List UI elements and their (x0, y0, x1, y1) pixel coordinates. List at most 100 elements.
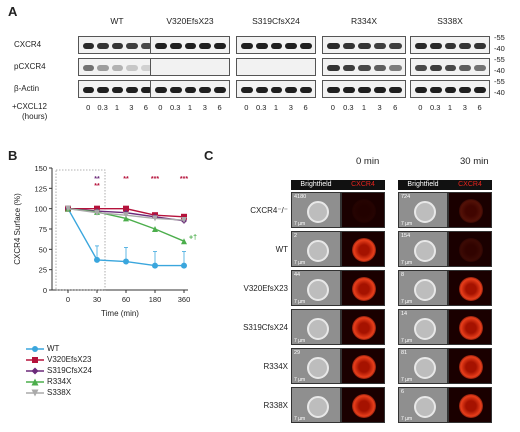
time-tick-label: 0 (244, 103, 249, 112)
scale-bar: 7 µm (401, 260, 413, 266)
x-tick-label: 30 (93, 295, 101, 304)
cell-outline (307, 357, 329, 379)
blot-band (270, 87, 283, 93)
blot-image (410, 36, 490, 54)
cxcr4-fluorescence-image (341, 270, 385, 306)
blot-band (429, 43, 442, 49)
blot-band (327, 87, 340, 93)
cxcr4-signal (352, 394, 376, 418)
y-tick-label: 0 (43, 286, 47, 295)
time-tick-label: 0.3 (255, 103, 267, 112)
y-tick-label: 50 (39, 245, 47, 254)
event-count: 14 (401, 311, 408, 317)
significance-label: *** (180, 176, 188, 183)
brightfield-image: 14 7 µm (398, 309, 448, 345)
blot-band (140, 43, 152, 49)
cxcr4-signal (352, 277, 376, 301)
event-count: 6 (401, 389, 405, 395)
blot-band (97, 87, 109, 93)
blot-band (214, 43, 226, 49)
y-axis-label: CXCR4 Surface (%) (13, 193, 22, 265)
blot-band (389, 43, 402, 49)
blot-row-label: pCXCR4 (14, 62, 46, 71)
scale-bar: 7 µm (294, 416, 306, 422)
time-header: 0 min (356, 156, 380, 167)
blot-band (342, 87, 356, 93)
blot-image (150, 58, 230, 76)
cell-line-label: S319CfsX24 (243, 323, 288, 332)
brightfield-image: 2 7 µm (291, 231, 341, 267)
legend-item: WT (26, 344, 59, 353)
blot-band (199, 87, 212, 93)
legend-marker (26, 356, 44, 363)
significance-label: ** (123, 176, 129, 183)
blot-image (150, 36, 230, 54)
blot-band (199, 43, 212, 49)
blot-band (140, 65, 152, 71)
cxcr4-signal (459, 316, 483, 340)
blot-band (327, 65, 340, 71)
time-tick-label: 3 (288, 103, 293, 112)
time-tick-label: 0.3 (429, 103, 441, 112)
blot-image (236, 58, 316, 76)
brightfield-image: 8 7 µm (398, 270, 448, 306)
brightfield-image: 724 7 µm (398, 192, 448, 228)
scale-bar: 7 µm (401, 338, 413, 344)
group-label: S338X (437, 16, 463, 26)
blot-band (373, 43, 387, 49)
time-tick-label: 3 (462, 103, 467, 112)
cxcr4-signal (352, 238, 376, 262)
legend-marker (26, 367, 44, 375)
data-point (152, 215, 158, 222)
blot-band (111, 43, 124, 49)
y-tick-label: 150 (34, 164, 47, 173)
significance-label: +† (189, 235, 197, 242)
time-tick-label: 6 (477, 103, 482, 112)
legend-label: S319CfsX24 (47, 366, 92, 375)
cxcr4-fluorescence-image (341, 387, 385, 423)
time-tick-label: 6 (217, 103, 222, 112)
significance-label: *** (151, 176, 159, 183)
scale-bar: 7 µm (401, 377, 413, 383)
data-point (152, 226, 158, 232)
brightfield-image: 154 7 µm (398, 231, 448, 267)
time-tick-label: 0 (86, 103, 91, 112)
cxcr4-signal (459, 277, 483, 301)
blot-band (241, 43, 253, 49)
cell-line-label: V320EfsX23 (243, 284, 288, 293)
cxcr4-fluorescence-image (448, 348, 492, 384)
time-tick-label: 6 (393, 103, 398, 112)
blot-band (111, 65, 124, 71)
blot-band (474, 43, 486, 49)
legend-item: S319CfsX24 (26, 366, 92, 375)
blot-band (126, 43, 138, 49)
blot-band (429, 87, 442, 93)
cxcr4-fluorescence-image (448, 387, 492, 423)
blot-image (236, 80, 316, 98)
cxcr4-fluorescence-image (341, 348, 385, 384)
cell-outline (307, 396, 329, 418)
blot-band (97, 65, 109, 71)
blot-band (270, 43, 283, 49)
data-point (152, 262, 158, 269)
cxcr4-fluorescence-image (341, 309, 385, 345)
group-label: R334X (351, 16, 377, 26)
brightfield-image: 4180 7 µm (291, 192, 341, 228)
mw-marker: -55 (494, 33, 505, 42)
blot-band (358, 65, 371, 71)
blot-row-label: CXCR4 (14, 40, 42, 49)
event-count: 44 (294, 272, 301, 278)
cxcr4-header: CXCR4 (448, 180, 492, 190)
legend-marker (26, 345, 44, 352)
significance-label: ** (94, 183, 100, 190)
group-label: V320EfsX23 (166, 16, 214, 26)
legend-label: WT (47, 344, 60, 353)
blot-band (474, 65, 486, 71)
time-tick-label: 6 (303, 103, 308, 112)
scale-bar: 7 µm (401, 221, 413, 227)
mw-marker: -40 (494, 66, 505, 75)
time-tick-label: 1 (114, 103, 120, 112)
cell-outline (307, 240, 329, 262)
scale-bar: 7 µm (401, 299, 413, 305)
cxcr4-fluorescence-image (448, 309, 492, 345)
